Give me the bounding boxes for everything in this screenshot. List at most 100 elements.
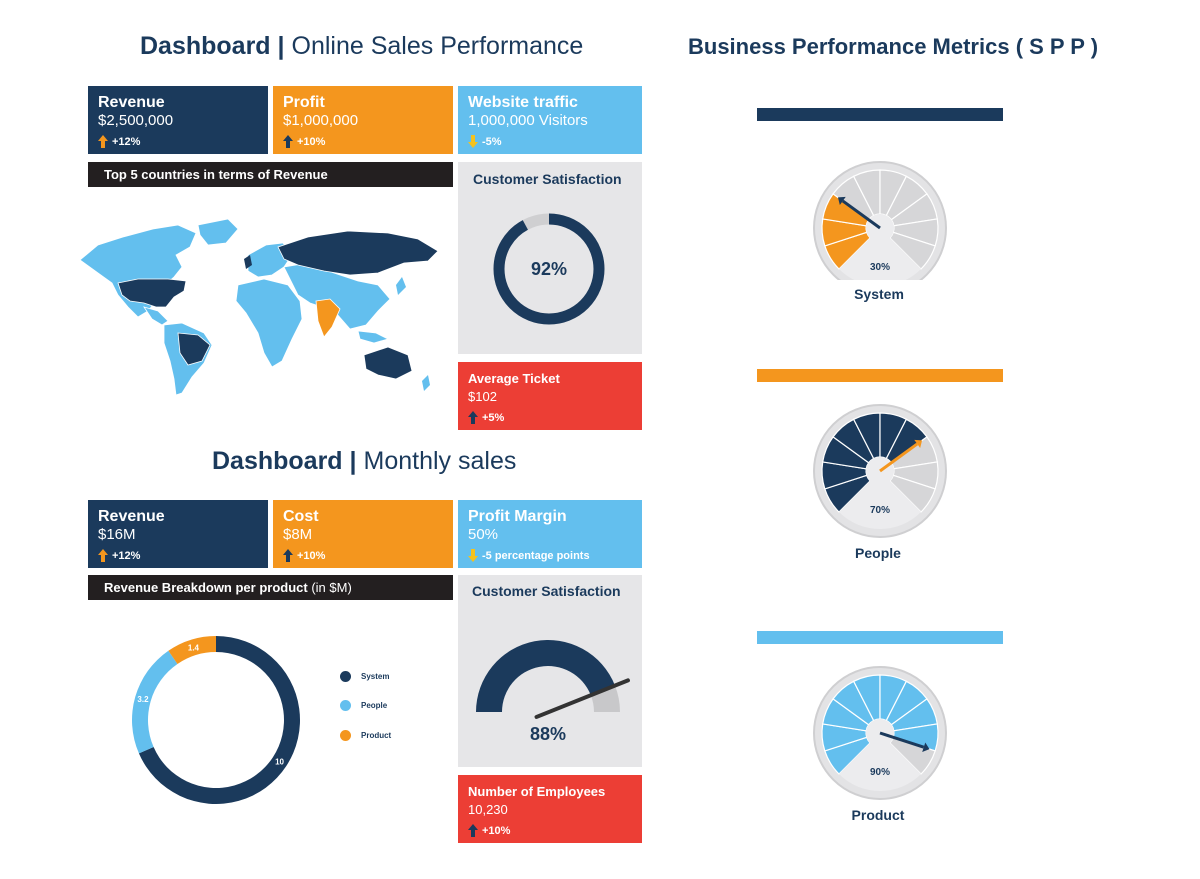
gauge-needle-head (914, 439, 923, 449)
online-satisfaction-value: 92% (531, 259, 567, 279)
card-change-text: +10% (297, 135, 326, 148)
card-value: 1,000,000 Visitors (468, 112, 588, 129)
card-change: +12% (98, 549, 258, 562)
online-title-light: Online Sales Performance (291, 32, 584, 60)
gauge-value-label: 70% (870, 505, 890, 516)
online-revenue-card: Revenue $2,500,000 +12% (88, 86, 268, 154)
online-profit-card: Profit $1,000,000 +10% (273, 86, 453, 154)
monthly-title-separator: | (349, 447, 357, 475)
card-label: Revenue (98, 508, 165, 525)
card-change-text: +10% (297, 549, 326, 562)
card-label: Profit Margin (468, 508, 567, 525)
gauge-needle (534, 678, 630, 719)
card-change: -5% (468, 135, 632, 148)
card-change-text: -5% (482, 135, 502, 148)
spp-gauge-system: 30% (813, 161, 947, 280)
africa-shape (235, 278, 303, 368)
card-change-text: +12% (112, 549, 141, 562)
spp-title: Business Performance Metrics ( S P P ) (688, 34, 1099, 59)
donut-value-arc (493, 213, 605, 325)
legend-dot-product (340, 730, 351, 741)
card-value: $2,500,000 (98, 112, 174, 129)
spp-gauge-label-product: Product (851, 807, 905, 823)
monthly-title-bold: Dashboard (212, 447, 343, 475)
legend-label: Product (361, 731, 392, 740)
map-heading: Top 5 countries in terms of Revenue (88, 162, 453, 187)
asia-shape (283, 262, 391, 330)
central-america-shape (143, 306, 169, 326)
donut-data-label: 10 (275, 758, 284, 767)
map-heading-text: Top 5 countries in terms of Revenue (104, 167, 328, 182)
card-label: Average Ticket (468, 371, 560, 386)
card-value: $102 (468, 389, 497, 404)
employees-card: Number of Employees 10,230 +10% (458, 775, 642, 843)
gauge-value-label: 90% (870, 767, 890, 778)
online-satisfaction-title: Customer Satisfaction (473, 171, 622, 187)
arrow-up-icon (283, 135, 293, 148)
card-change: +10% (468, 824, 632, 837)
card-change: +10% (283, 135, 443, 148)
breakdown-heading-text: Revenue Breakdown per product (104, 580, 308, 595)
new-zealand-shape (422, 375, 430, 391)
donut-slice-product (168, 636, 216, 664)
legend-label: People (361, 701, 388, 710)
arrow-up-icon (98, 549, 108, 562)
indonesia-shape (357, 330, 390, 344)
donut-data-label: 1.4 (188, 643, 200, 652)
spp-bar-system (757, 108, 1003, 121)
card-change: +5% (468, 411, 632, 424)
gauge-needle-head (922, 742, 930, 752)
monthly-cost-card: Cost $8M +10% (273, 500, 453, 568)
gauge-needle (879, 442, 919, 473)
world-map (79, 218, 439, 396)
spp-gauge-label-people: People (855, 545, 901, 561)
card-change-text: +12% (112, 135, 141, 148)
legend-dot-system (340, 671, 351, 682)
online-traffic-card: Website traffic 1,000,000 Visitors -5% (458, 86, 642, 154)
monthly-satisfaction-gauge: 88% (476, 640, 630, 744)
legend-item-system: System (340, 671, 389, 682)
world-map-continents (79, 218, 439, 396)
monthly-dashboard-title: Dashboard | Monthly sales (212, 447, 516, 476)
india-shape (315, 298, 341, 338)
gauge-gap (838, 228, 922, 280)
uk-shape (244, 255, 252, 269)
card-change: +12% (98, 135, 258, 148)
card-label: Website traffic (468, 94, 578, 111)
gauge-needle (879, 731, 925, 749)
online-title-separator: | (277, 32, 285, 60)
donut-slice-people (132, 650, 178, 754)
gauge-value-band (476, 640, 615, 712)
monthly-satisfaction-panel (458, 575, 642, 767)
monthly-satisfaction-title: Customer Satisfaction (472, 583, 621, 599)
spp-gauge-label-system: System (854, 286, 904, 302)
card-label: Profit (283, 94, 325, 111)
revenue-breakdown-donut: 10 3.2 1.4 (132, 636, 300, 804)
online-title-bold: Dashboard (140, 32, 271, 60)
card-value: 50% (468, 526, 499, 543)
spp-bar-people (757, 369, 1003, 382)
gauge-needle (841, 199, 881, 230)
spp-gauge-product: 90% (813, 666, 947, 800)
card-label: Cost (283, 508, 319, 525)
monthly-margin-card: Profit Margin 50% -5 percentage points (458, 500, 642, 568)
japan-shape (396, 277, 406, 295)
gauge-remaining-band (590, 685, 620, 712)
arrow-down-icon (468, 135, 478, 148)
breakdown-heading-unit: (in $M) (311, 580, 352, 595)
gauge-gap (838, 471, 922, 529)
north-america-shape (79, 224, 197, 318)
usa-shape (117, 278, 187, 308)
arrow-up-icon (468, 411, 478, 424)
spp-bar-product (757, 631, 1003, 644)
australia-shape (363, 346, 413, 380)
gauge-gap (838, 733, 922, 791)
card-value: $8M (283, 526, 313, 543)
card-label: Number of Employees (468, 784, 606, 799)
arrow-down-icon (468, 549, 478, 562)
gauge-value-label: 30% (870, 262, 890, 273)
card-change-text: +10% (482, 824, 511, 837)
card-label: Revenue (98, 94, 165, 111)
monthly-title-light: Monthly sales (363, 447, 517, 475)
legend-item-people: People (340, 700, 387, 711)
